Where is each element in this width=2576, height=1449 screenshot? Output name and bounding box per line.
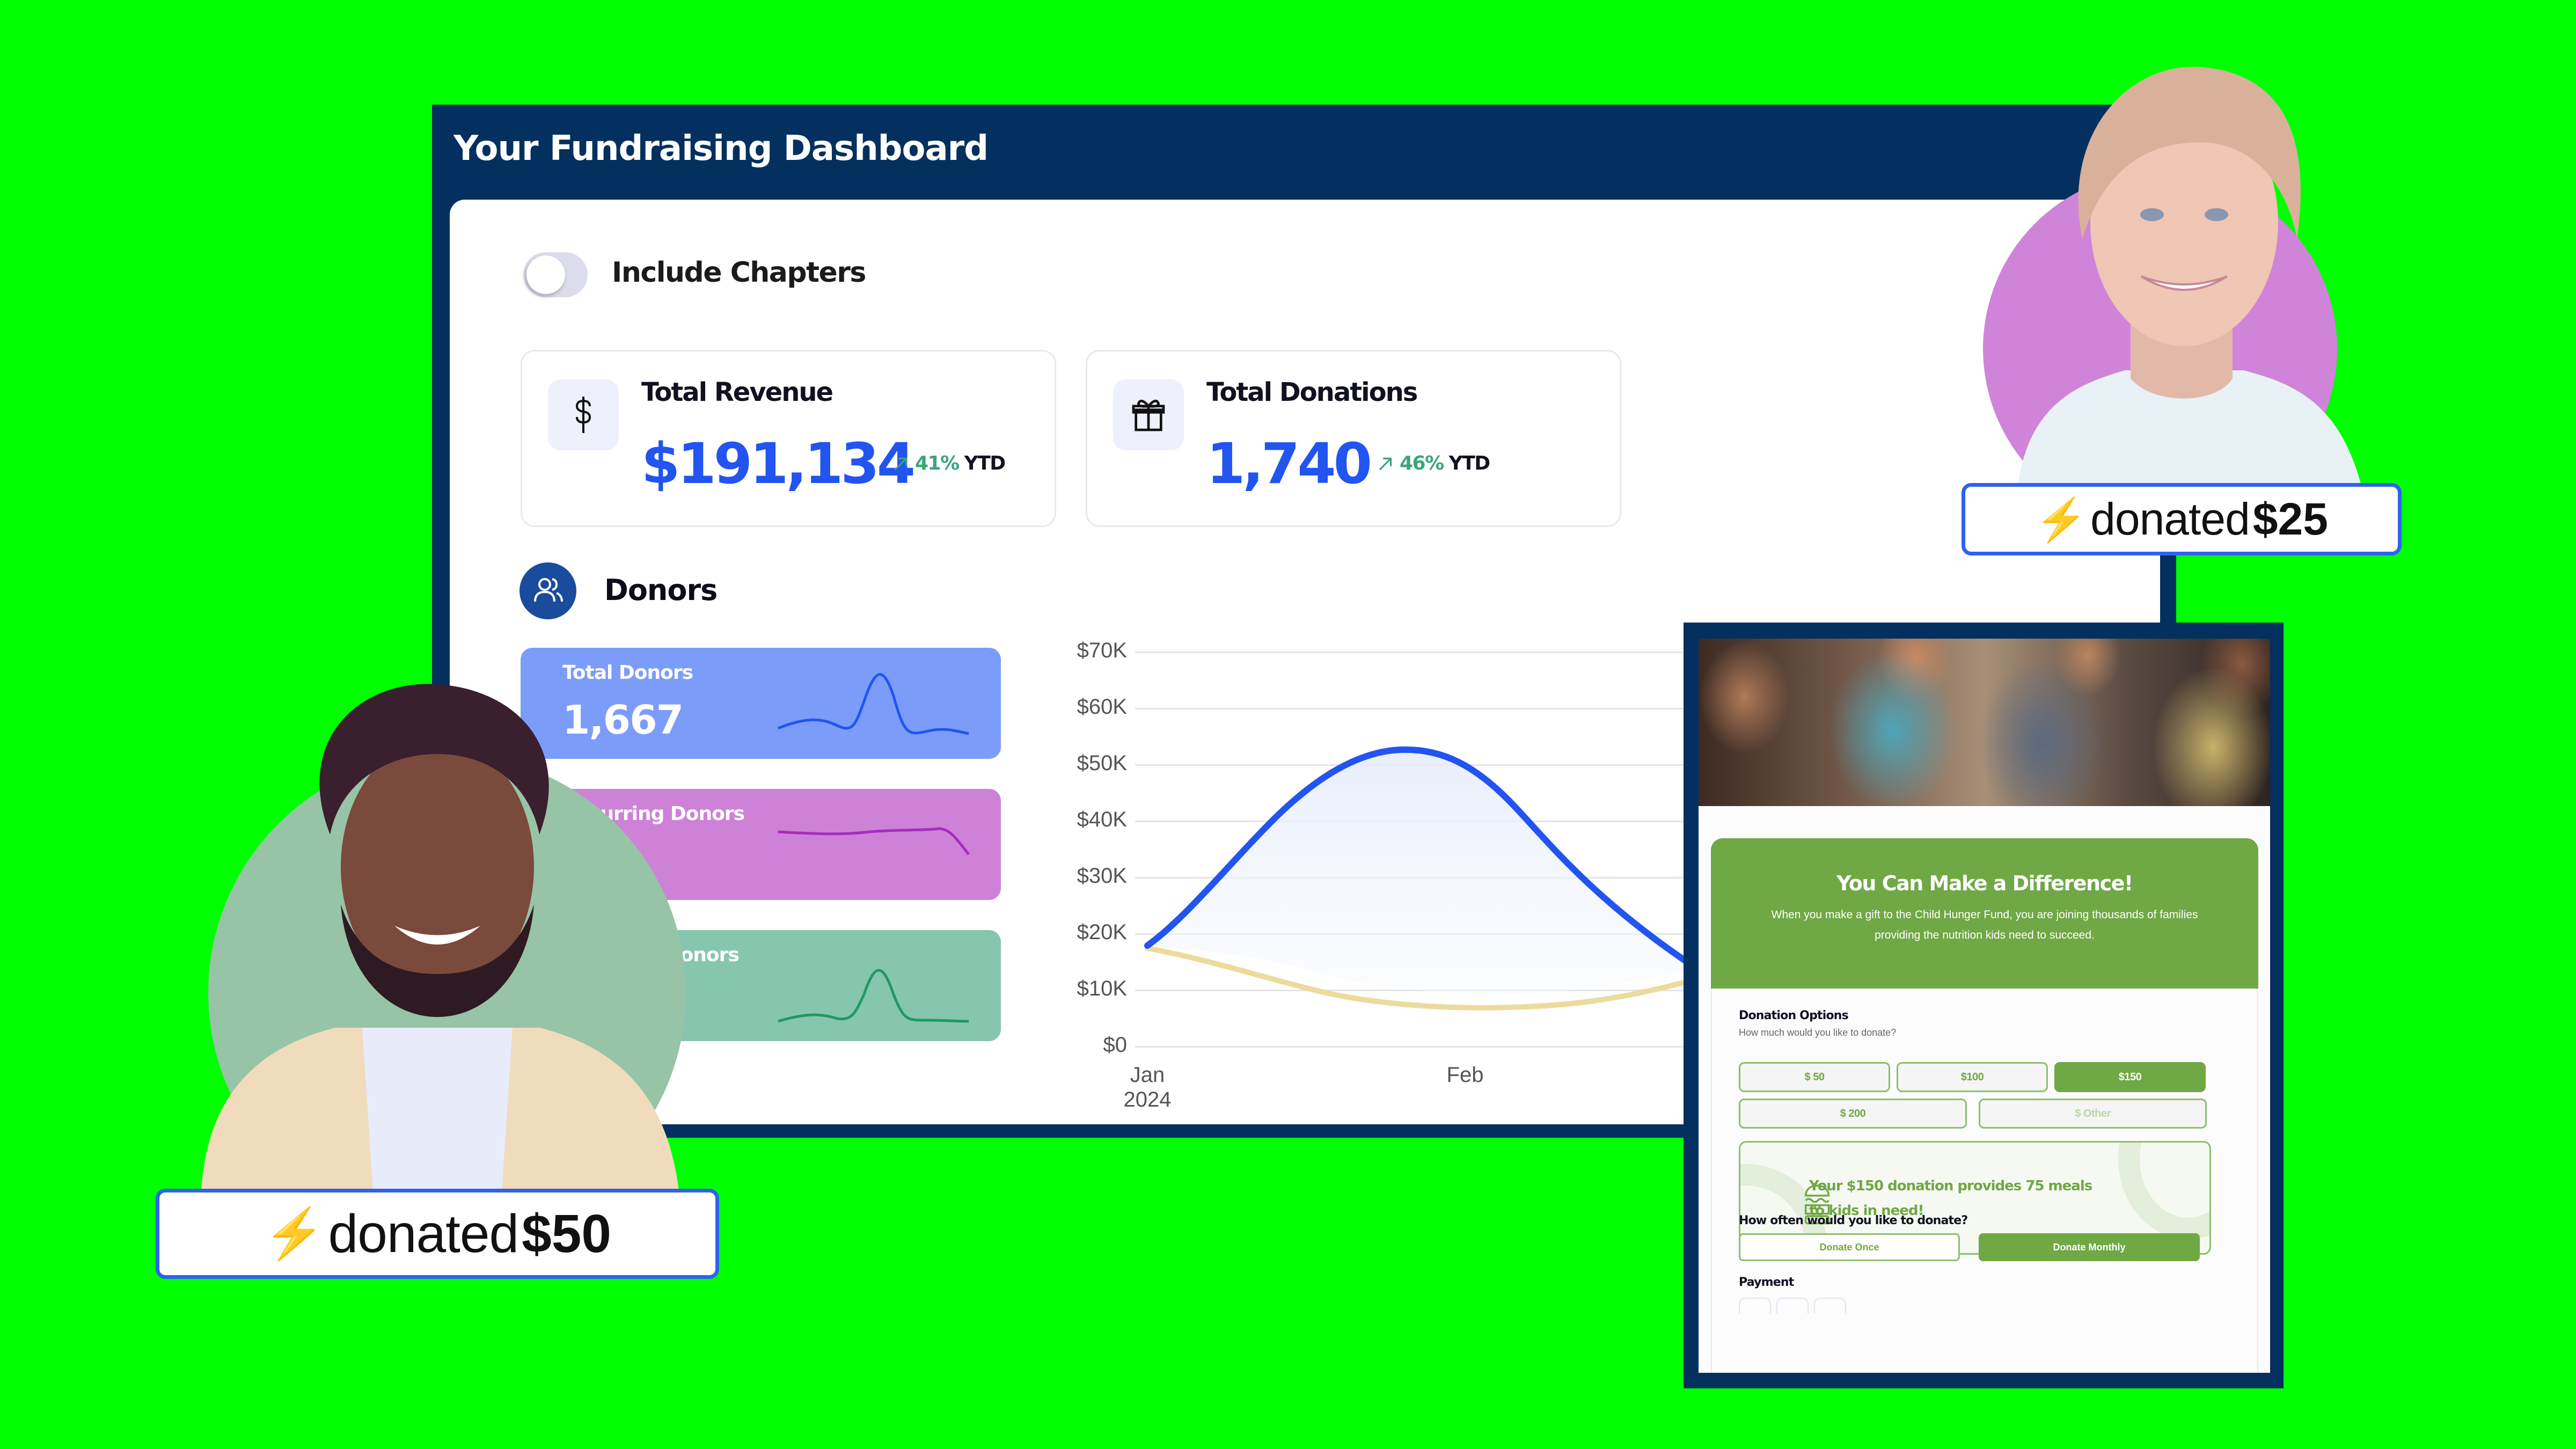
one-time-donors-sparkline <box>778 969 969 1023</box>
y-tick: $60K <box>1077 695 1127 719</box>
total-donations-label: Total Donations <box>1206 377 1418 407</box>
recurring-donors-sparkline <box>778 827 970 855</box>
y-tick: $10K <box>1077 977 1127 1000</box>
donation-badge-25: ⚡ donated $25 <box>1962 483 2402 555</box>
revenue-trend: 41% YTD <box>892 452 1006 474</box>
users-icon <box>519 562 576 619</box>
form-intro: When you make a gift to the Child Hunger… <box>1771 909 2198 941</box>
amount-other-input[interactable]: $ Other <box>1979 1099 2207 1129</box>
toggle-knob <box>526 255 565 294</box>
gridline <box>1135 1046 1685 1048</box>
impact-text: Your $150 donation provides 75 meals to … <box>1809 1178 2092 1219</box>
form-hero: You Can Make a Difference! When you make… <box>1711 838 2258 989</box>
badge-word: donated <box>328 1203 519 1264</box>
badge-amount: $50 <box>522 1203 611 1264</box>
revenue-trend-pct: 41% <box>915 452 960 474</box>
donor-man-photo <box>201 684 679 1191</box>
decor-arc <box>2118 1143 2209 1239</box>
revenue-trend-period: YTD <box>964 452 1006 474</box>
donate-monthly-button[interactable]: Donate Monthly <box>1979 1233 2200 1261</box>
y-tick: $40K <box>1077 808 1127 831</box>
amount-200-button[interactable]: $ 200 <box>1739 1099 1967 1129</box>
total-revenue-value: $191,134 <box>641 431 916 496</box>
include-chapters-toggle[interactable] <box>523 252 588 297</box>
dashboard-title: Your Fundraising Dashboard <box>453 129 989 169</box>
donations-trend: 46% YTD <box>1377 452 1490 474</box>
gridline <box>1135 990 1685 991</box>
payment-method-tab[interactable] <box>1776 1298 1809 1314</box>
amount-150-button[interactable]: $150 <box>2054 1062 2206 1092</box>
donate-once-button[interactable]: Donate Once <box>1739 1233 1960 1261</box>
payment-method-tab[interactable] <box>1814 1298 1846 1314</box>
gift-icon <box>1113 379 1184 450</box>
payment-title: Payment <box>1739 1276 1794 1289</box>
y-tick: $0 <box>1103 1033 1128 1057</box>
badge-word: donated <box>2090 494 2250 544</box>
donation-options-title: Donation Options <box>1739 1009 1849 1022</box>
donation-badge-50: ⚡ donated $50 <box>156 1189 719 1279</box>
include-chapters-label: Include Chapters <box>612 257 866 289</box>
donor-woman-photo <box>2018 67 2361 486</box>
y-tick: $70K <box>1077 639 1127 662</box>
total-donors-value: 1,667 <box>562 697 684 743</box>
total-donors-sparkline <box>778 673 969 735</box>
total-revenue-label: Total Revenue <box>641 377 833 407</box>
revenue-chart: $70K $60K $50K $40K $30K $20K $10K $0 Ja… <box>1068 639 1685 1122</box>
children-photo <box>1699 639 2270 806</box>
amount-50-button[interactable]: $ 50 <box>1739 1062 1890 1092</box>
x-tick-feb: Feb <box>1446 1063 1484 1087</box>
donation-options-subtitle: How much would you like to donate? <box>1739 1027 1897 1038</box>
lightning-bolt-icon: ⚡ <box>264 1206 325 1261</box>
gridline <box>1135 652 1685 653</box>
form-heading: You Can Make a Difference! <box>1836 872 2133 895</box>
amount-100-button[interactable]: $100 <box>1897 1062 2048 1092</box>
donations-trend-pct: 46% <box>1400 452 1444 474</box>
y-tick: $30K <box>1077 864 1127 888</box>
total-revenue-card: Total Revenue $191,134 41% YTD <box>521 350 1056 527</box>
lightning-bolt-icon: ⚡ <box>2035 495 2088 543</box>
form-body: Donation Options How much would you like… <box>1711 989 2258 1373</box>
trend-up-arrow-icon <box>894 457 908 470</box>
payment-method-tab[interactable] <box>1739 1298 1771 1314</box>
donors-section-title: Donors <box>604 573 718 607</box>
y-tick: $20K <box>1077 920 1127 944</box>
total-donors-card[interactable]: Total Donors 1,667 <box>521 648 1001 759</box>
chart-lines <box>1144 746 1685 1011</box>
total-donations-card: Total Donations 1,740 46% YTD <box>1086 350 1621 527</box>
dollar-icon <box>548 379 619 450</box>
total-donors-label: Total Donors <box>562 662 693 684</box>
gridline <box>1135 708 1685 709</box>
donations-trend-period: YTD <box>1448 452 1491 474</box>
trend-up-arrow-icon <box>1379 457 1392 470</box>
x-tick-month: Jan <box>1130 1063 1165 1087</box>
total-donations-value: 1,740 <box>1206 431 1372 496</box>
donation-form: You Can Make a Difference! When you make… <box>1699 639 2270 1373</box>
badge-amount: $25 <box>2252 494 2328 544</box>
frequency-title: How often would you like to donate? <box>1739 1214 1968 1227</box>
burger-icon <box>1804 1184 1830 1225</box>
x-tick-jan: Jan 2024 <box>1121 1063 1174 1112</box>
y-tick: $50K <box>1077 751 1127 775</box>
x-tick-year: 2024 <box>1123 1088 1172 1111</box>
